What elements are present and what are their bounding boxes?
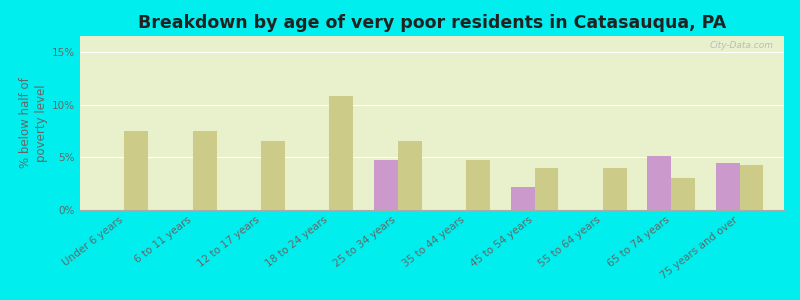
- Bar: [261, 142, 285, 210]
- Bar: [647, 156, 671, 210]
- Text: City-Data.com: City-Data.com: [710, 41, 774, 50]
- Bar: [374, 160, 398, 210]
- Y-axis label: % below half of
poverty level: % below half of poverty level: [19, 78, 48, 168]
- Bar: [398, 142, 422, 210]
- Bar: [466, 160, 490, 210]
- Bar: [739, 165, 763, 210]
- Title: Breakdown by age of very poor residents in Catasauqua, PA: Breakdown by age of very poor residents …: [138, 14, 726, 32]
- Bar: [193, 131, 217, 210]
- Bar: [716, 163, 739, 210]
- Bar: [330, 96, 354, 210]
- Bar: [671, 178, 695, 210]
- Bar: [534, 168, 558, 210]
- Bar: [510, 187, 534, 210]
- Bar: [603, 168, 626, 210]
- Bar: [125, 131, 148, 210]
